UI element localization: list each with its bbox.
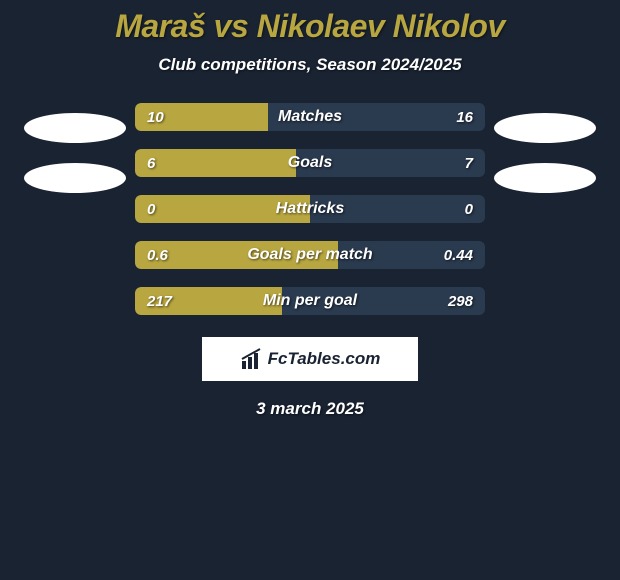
stat-value-left: 0 [147,201,155,218]
stat-value-left: 6 [147,155,155,172]
stat-row-hattricks: 0 Hattricks 0 [135,195,485,223]
stats-area: 10 Matches 16 6 Goals 7 0 Hattricks 0 0.… [0,103,620,315]
brand-text: FcTables.com [268,349,381,369]
brand-box: FcTables.com [202,337,418,381]
date-text: 3 march 2025 [256,399,364,419]
stat-value-right: 0 [465,201,473,218]
right-player-col [485,103,605,193]
stat-value-left: 10 [147,109,164,126]
page-title: Maraš vs Nikolaev Nikolov [115,8,504,45]
stat-value-right: 7 [465,155,473,172]
stat-row-goals: 6 Goals 7 [135,149,485,177]
player-club-placeholder [24,163,126,193]
stat-row-min-per-goal: 217 Min per goal 298 [135,287,485,315]
stat-bars: 10 Matches 16 6 Goals 7 0 Hattricks 0 0.… [135,103,485,315]
stat-value-right: 16 [456,109,473,126]
subtitle: Club competitions, Season 2024/2025 [158,55,461,75]
stat-fill-left [135,149,296,177]
stat-row-goals-per-match: 0.6 Goals per match 0.44 [135,241,485,269]
chart-icon [240,347,264,371]
player-photo-placeholder [24,113,126,143]
player-photo-placeholder [494,113,596,143]
stat-value-right: 298 [448,293,473,310]
stat-value-left: 217 [147,293,172,310]
stat-row-matches: 10 Matches 16 [135,103,485,131]
stat-value-left: 0.6 [147,247,168,264]
player-club-placeholder [494,163,596,193]
left-player-col [15,103,135,193]
stat-value-right: 0.44 [444,247,473,264]
infographic-container: Maraš vs Nikolaev Nikolov Club competiti… [0,0,620,419]
stat-fill-left [135,195,310,223]
